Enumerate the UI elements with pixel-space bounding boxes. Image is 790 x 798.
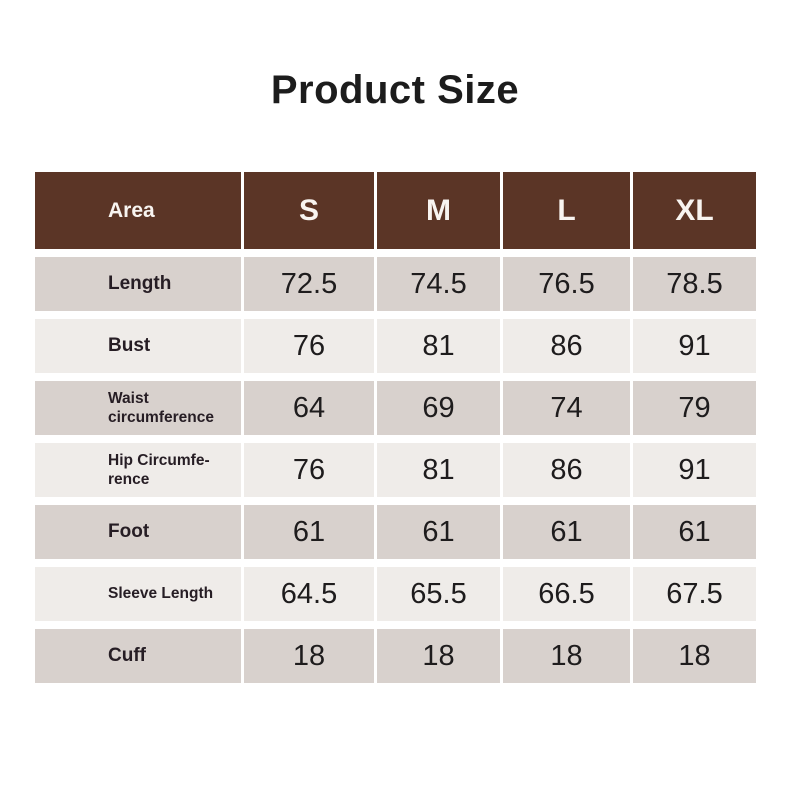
size-value: 74 <box>503 381 630 435</box>
table-row: Foot 61 61 61 61 <box>35 505 756 559</box>
size-value: 61 <box>633 505 756 559</box>
header-cell-size-xl: XL <box>633 172 756 249</box>
size-value: 18 <box>503 629 630 683</box>
header-cell-size-l: L <box>503 172 630 249</box>
size-value: 76.5 <box>503 257 630 311</box>
size-value: 18 <box>377 629 500 683</box>
table-row: Cuff 18 18 18 18 <box>35 629 756 683</box>
size-value: 64.5 <box>244 567 374 621</box>
row-label: Length <box>35 257 241 311</box>
row-label: Cuff <box>35 629 241 683</box>
size-value: 74.5 <box>377 257 500 311</box>
size-value: 69 <box>377 381 500 435</box>
size-value: 76 <box>244 319 374 373</box>
size-value: 72.5 <box>244 257 374 311</box>
page-title: Product Size <box>270 68 520 112</box>
table-row: Length 72.5 74.5 76.5 78.5 <box>35 257 756 311</box>
row-label: Sleeve Length <box>35 567 241 621</box>
size-value: 64 <box>244 381 374 435</box>
size-value: 67.5 <box>633 567 756 621</box>
table-row: Sleeve Length 64.5 65.5 66.5 67.5 <box>35 567 756 621</box>
size-value: 91 <box>633 443 756 497</box>
size-value: 61 <box>244 505 374 559</box>
size-value: 61 <box>503 505 630 559</box>
table-row: Waist circumference 64 69 74 79 <box>35 381 756 435</box>
size-value: 18 <box>244 629 374 683</box>
table-row: Hip Circumfe- rence 76 81 86 91 <box>35 443 756 497</box>
size-value: 91 <box>633 319 756 373</box>
size-value: 61 <box>377 505 500 559</box>
size-value: 76 <box>244 443 374 497</box>
row-label: Waist circumference <box>35 381 241 435</box>
size-value: 66.5 <box>503 567 630 621</box>
size-value: 86 <box>503 443 630 497</box>
row-label: Foot <box>35 505 241 559</box>
table-header-row: Area S M L XL <box>35 172 756 249</box>
row-label: Bust <box>35 319 241 373</box>
header-cell-size-m: M <box>377 172 500 249</box>
size-value: 65.5 <box>377 567 500 621</box>
size-value: 81 <box>377 319 500 373</box>
product-size-table: Area S M L XL Length 72.5 74.5 76.5 78.5 Bust… <box>35 172 756 683</box>
header-cell-size-s: S <box>244 172 374 249</box>
header-cell-area: Area <box>35 172 241 249</box>
size-value: 78.5 <box>633 257 756 311</box>
size-value: 79 <box>633 381 756 435</box>
size-value: 81 <box>377 443 500 497</box>
table-row: Bust 76 81 86 91 <box>35 319 756 373</box>
size-value: 18 <box>633 629 756 683</box>
row-label: Hip Circumfe- rence <box>35 443 241 497</box>
size-value: 86 <box>503 319 630 373</box>
